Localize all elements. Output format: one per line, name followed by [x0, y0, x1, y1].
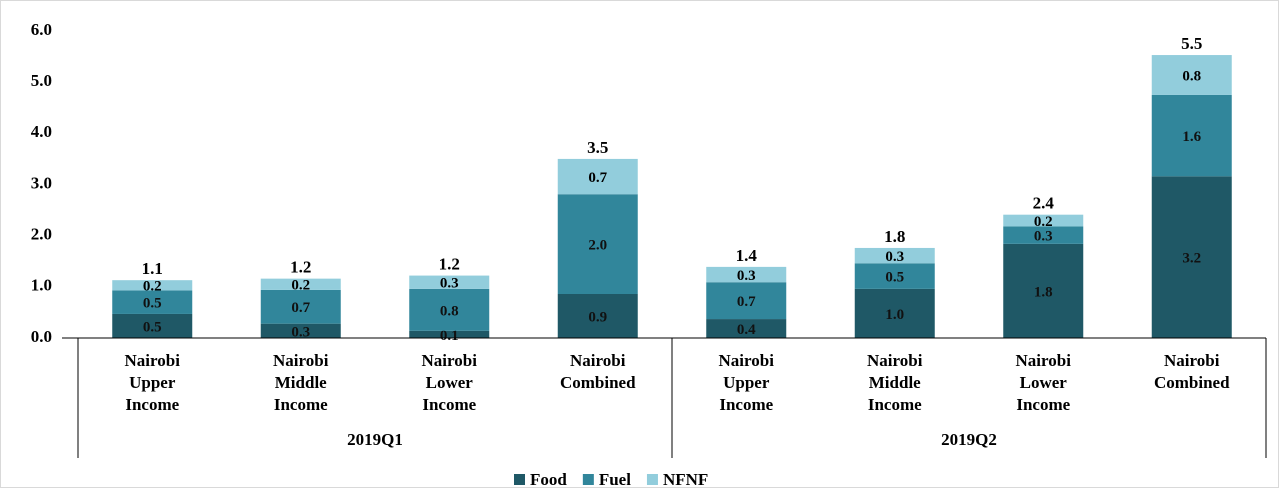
- y-tick-label: 3.0: [31, 173, 52, 192]
- x-tick-label: Nairobi Combined: [559, 351, 636, 392]
- y-tick-label: 0.0: [31, 327, 52, 346]
- bar-segment: [409, 330, 490, 338]
- value-label: 0.2: [291, 278, 310, 294]
- bar-segment: [260, 289, 341, 324]
- x-tick-label: Nairobi Lower Income: [421, 351, 477, 414]
- value-label: 0.8: [440, 303, 459, 319]
- value-label: 0.8: [1182, 68, 1201, 84]
- bar-segment: [409, 275, 490, 289]
- bar-segment: [260, 278, 341, 290]
- bar-segment: [260, 323, 341, 338]
- group-label: 2019Q2: [941, 430, 997, 449]
- value-label: 0.3: [291, 324, 310, 340]
- y-tick-label: 2.0: [31, 225, 52, 244]
- bar-segment: [854, 288, 935, 338]
- bar-segment: [854, 247, 935, 264]
- value-label: 0.2: [1034, 214, 1053, 230]
- x-tick-label: Nairobi Upper Income: [718, 351, 774, 414]
- total-label: 3.5: [587, 138, 608, 157]
- bar-segment: [112, 290, 193, 314]
- legend-swatch: [646, 474, 658, 485]
- value-label: 1.0: [885, 307, 904, 323]
- bar-segment: [1003, 243, 1084, 338]
- bar-segment: [557, 158, 638, 195]
- legend-label: NFNF: [663, 470, 708, 488]
- y-tick-label: 1.0: [31, 276, 52, 295]
- y-tick-label: 4.0: [31, 122, 52, 141]
- x-tick-label: Nairobi Middle Income: [867, 351, 923, 414]
- total-label: 1.2: [439, 254, 460, 273]
- bar-segment: [706, 266, 787, 283]
- x-tick-label: Nairobi Lower Income: [1015, 351, 1071, 414]
- legend-swatch: [582, 474, 594, 485]
- value-label: 1.8: [1034, 284, 1053, 300]
- value-label: 3.2: [1182, 251, 1201, 267]
- x-tick-label: Nairobi Middle Income: [273, 351, 329, 414]
- bar-segment: [1151, 176, 1232, 338]
- legend-swatch: [514, 474, 525, 485]
- bar-segment: [557, 293, 638, 338]
- value-label: 1.6: [1182, 129, 1201, 145]
- value-label: 0.2: [143, 279, 162, 295]
- x-tick-label: Nairobi Upper Income: [124, 351, 180, 414]
- bar-segment: [557, 194, 638, 294]
- value-label: 0.5: [143, 296, 162, 312]
- value-label: 0.9: [588, 309, 607, 325]
- value-label: 0.5: [885, 270, 904, 286]
- bar-segment: [1151, 94, 1232, 177]
- total-label: 5.5: [1181, 34, 1202, 53]
- bar-segment: [112, 280, 193, 291]
- value-label: 0.3: [737, 268, 756, 284]
- bar-segment: [1151, 55, 1232, 95]
- bar-segment: [1003, 226, 1084, 244]
- bar-segment: [854, 263, 935, 289]
- bar-segment: [409, 288, 490, 331]
- value-label: 0.7: [588, 170, 607, 186]
- total-label: 1.2: [290, 258, 311, 277]
- y-tick-label: 6.0: [31, 20, 52, 39]
- value-label: 0.5: [143, 319, 162, 335]
- bar-segment: [1003, 214, 1084, 227]
- group-label: 2019Q1: [347, 430, 403, 449]
- value-label: 0.7: [291, 300, 310, 316]
- value-label: 2.0: [588, 238, 607, 254]
- total-label: 2.4: [1033, 194, 1055, 213]
- legend-label: Fuel: [599, 470, 631, 488]
- value-label: 0.3: [440, 276, 459, 292]
- y-tick-label: 5.0: [31, 71, 52, 90]
- bar-segment: [112, 313, 193, 338]
- bar-segment: [706, 319, 787, 338]
- value-label: 0.1: [440, 328, 459, 344]
- value-label: 0.4: [737, 322, 756, 338]
- total-label: 1.1: [142, 259, 163, 278]
- total-label: 1.8: [884, 227, 905, 246]
- value-label: 0.7: [737, 294, 756, 310]
- value-label: 0.3: [885, 249, 904, 265]
- value-label: 0.3: [1034, 229, 1053, 245]
- bar-segment: [706, 282, 787, 320]
- total-label: 1.4: [736, 246, 758, 265]
- legend-label: Food: [530, 470, 567, 488]
- x-tick-label: Nairobi Combined: [1153, 351, 1230, 392]
